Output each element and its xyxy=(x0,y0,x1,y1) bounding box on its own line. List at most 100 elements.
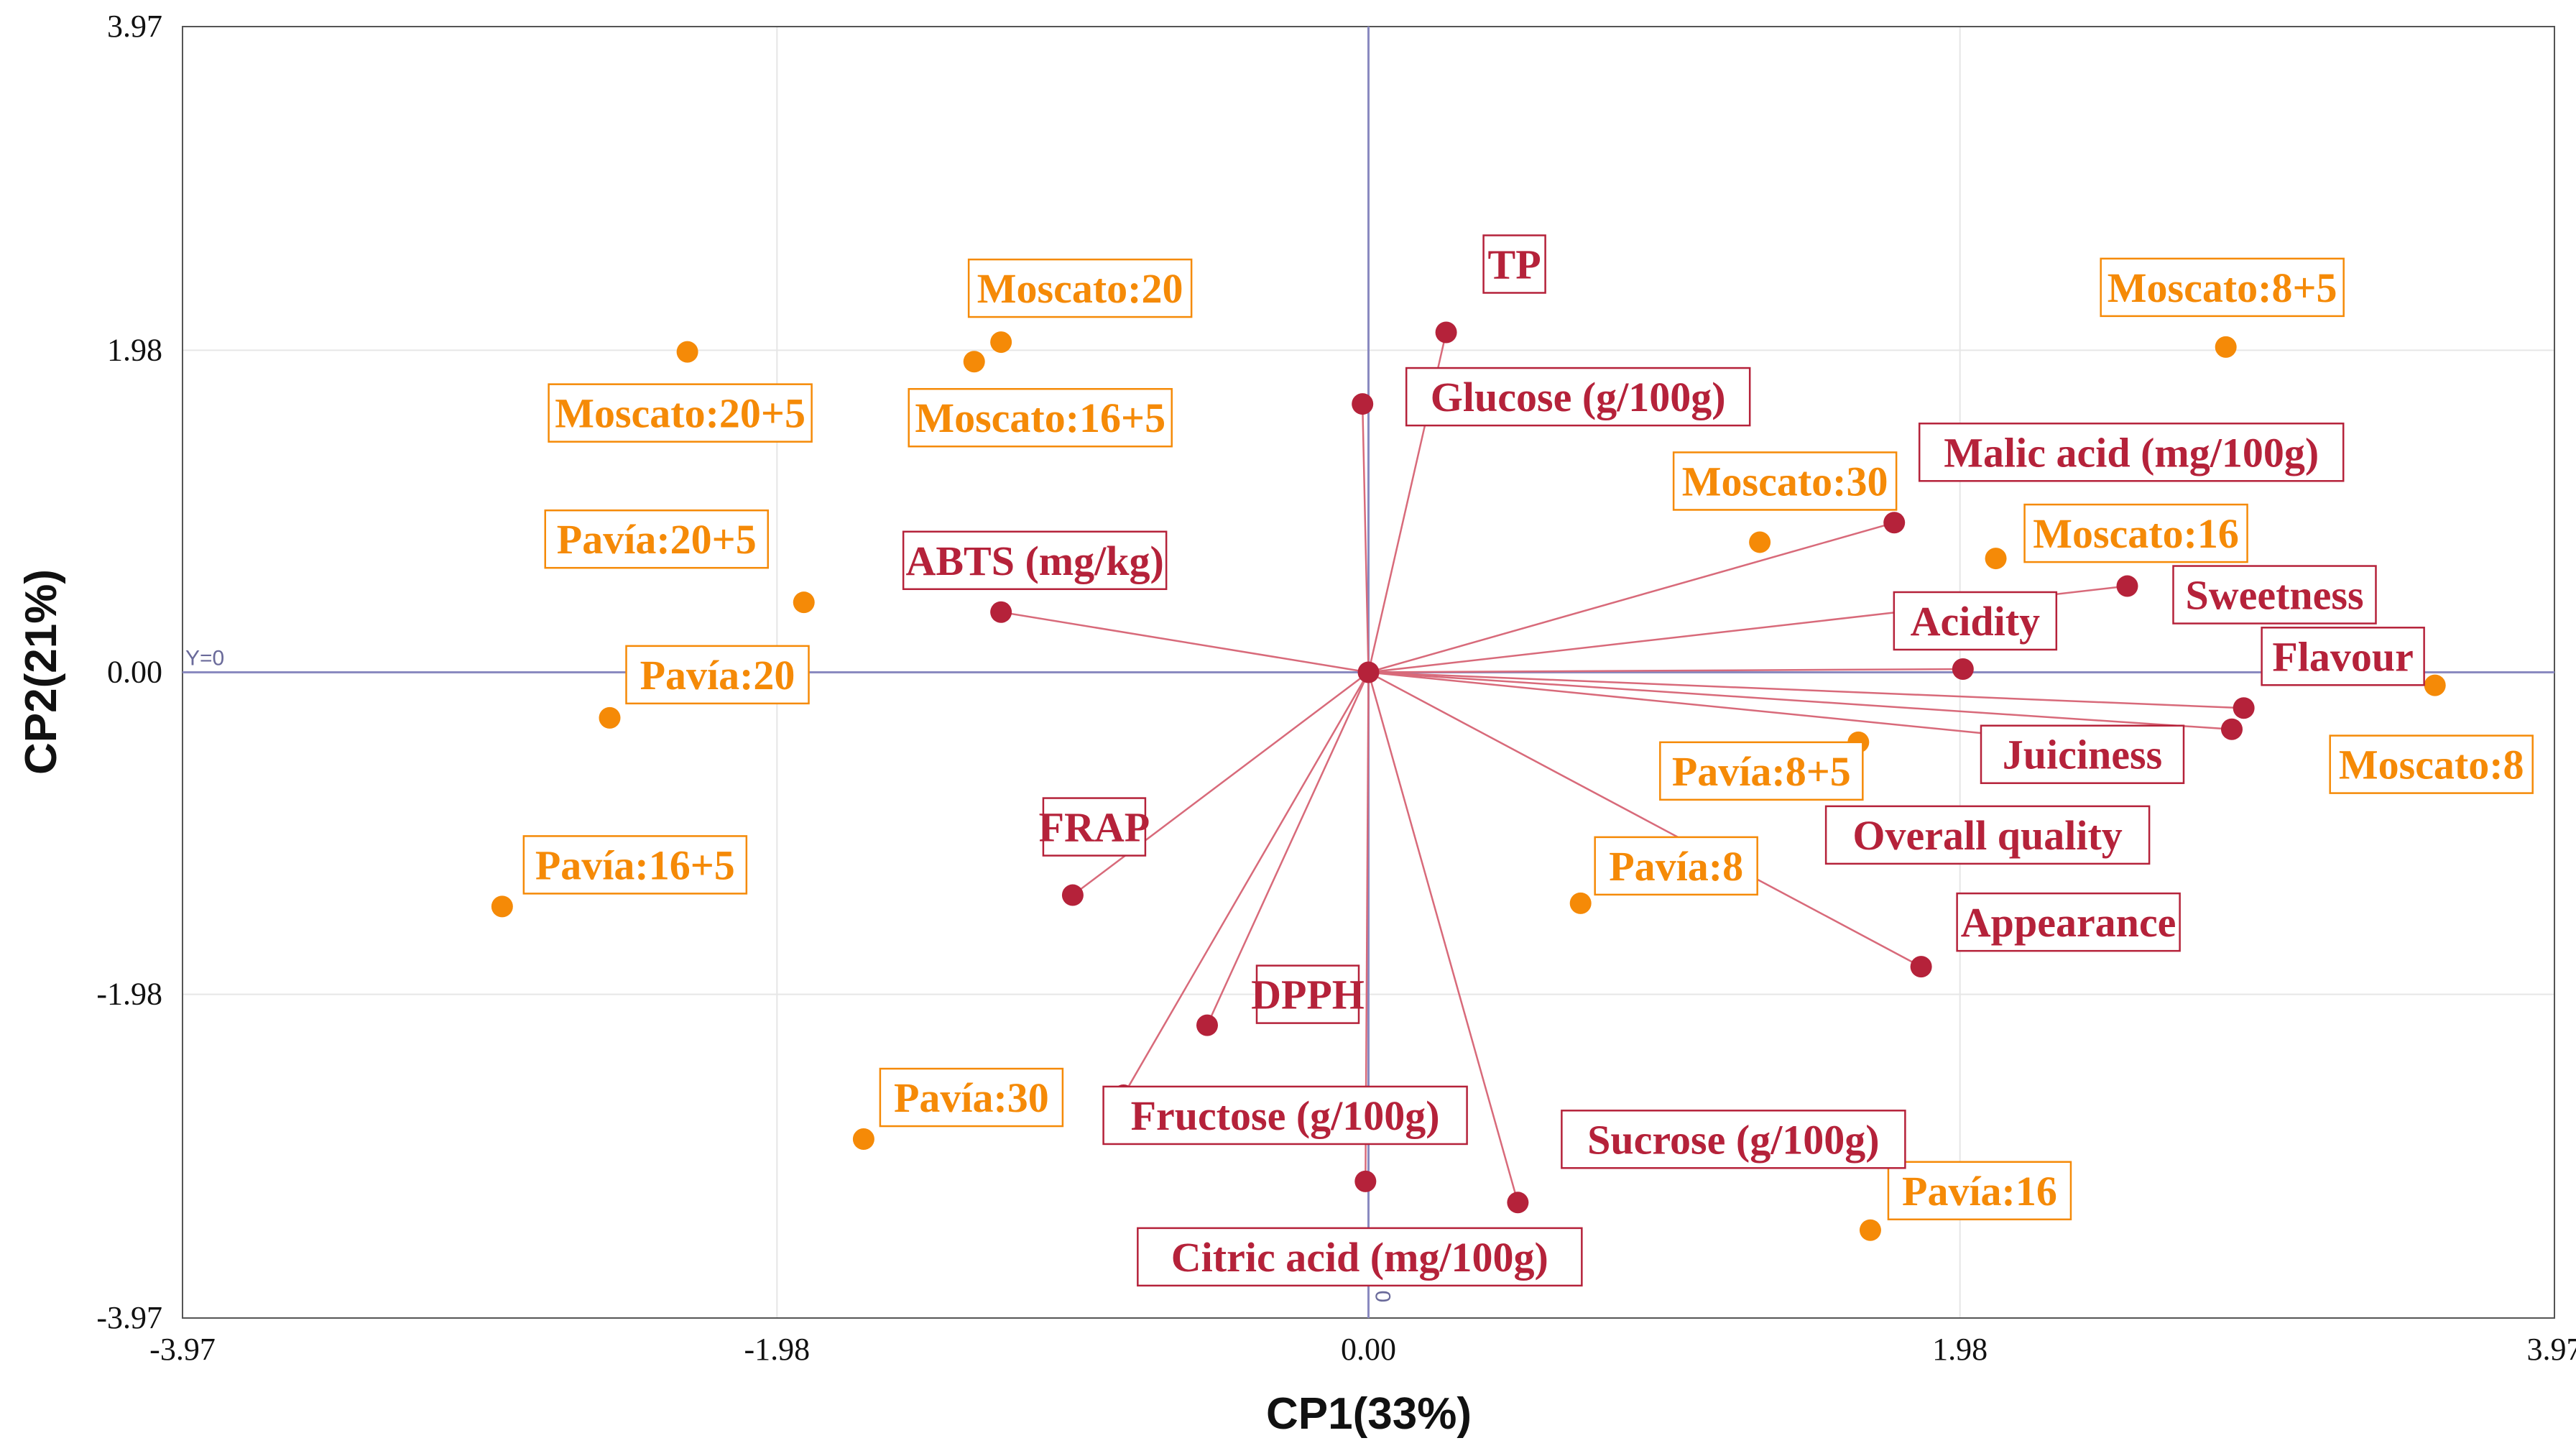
y-tick-label: 1.98 xyxy=(107,332,162,367)
y-tick-label: -3.97 xyxy=(96,1300,162,1335)
variable-label-box xyxy=(1102,1085,1468,1146)
variable-label-box xyxy=(1956,892,2181,952)
sample-point xyxy=(2424,674,2446,696)
sample-label-box xyxy=(522,835,748,895)
vector-line xyxy=(1368,671,2244,709)
variable-label-box xyxy=(1918,423,2345,482)
variable-label: FRAP xyxy=(1039,804,1150,851)
sample-label: Pavía:30 xyxy=(894,1074,1049,1121)
sample-label: Moscato:16 xyxy=(2033,510,2239,557)
variable-point xyxy=(2220,718,2243,740)
vector-line xyxy=(1206,671,1370,1026)
variable-point xyxy=(1883,512,1906,534)
sample-point xyxy=(676,341,698,363)
sample-label-box xyxy=(1887,1161,2072,1221)
origin-point xyxy=(1357,661,1380,683)
variable-label: Sucrose (g/100g) xyxy=(1587,1116,1880,1163)
x-tick-label: 0.00 xyxy=(1341,1332,1396,1367)
vector-line xyxy=(1368,668,1963,673)
sample-point xyxy=(1569,892,1592,914)
sample-label: Moscato:8 xyxy=(2339,742,2524,788)
variable-label-box xyxy=(1561,1110,1906,1169)
sample-label-box xyxy=(1659,741,1864,801)
variable-label: Glucose (g/100g) xyxy=(1431,374,1726,420)
variable-label: Juiciness xyxy=(2003,732,2162,778)
sample-label-box xyxy=(879,1067,1064,1128)
vector-line xyxy=(1122,671,1370,1096)
sample-label: Moscato:20 xyxy=(977,265,1183,312)
sample-point xyxy=(599,706,621,729)
y-tick-label: 3.97 xyxy=(107,9,162,44)
vector-line xyxy=(1367,671,1922,968)
y-tick-label: 0.00 xyxy=(107,655,162,690)
variable-label-box xyxy=(1042,797,1147,857)
sample-label: Pavía:16 xyxy=(1902,1168,2057,1215)
points xyxy=(491,321,2446,1241)
vector-line xyxy=(1361,404,1370,673)
variable-point xyxy=(1952,658,1974,680)
variable-label: Citric acid (mg/100g) xyxy=(1171,1234,1548,1281)
sample-point xyxy=(1985,548,2007,570)
ticks: -3.97 -1.98 0.00 1.98 3.97 3.97 1.98 0.00 -1.98 -… xyxy=(96,9,2576,1367)
vector-line xyxy=(1000,611,1369,673)
sample-label: Pavía:8+5 xyxy=(1672,748,1851,795)
sample-point xyxy=(990,331,1012,354)
variable-point xyxy=(1910,956,1932,978)
variable-label-box xyxy=(1405,367,1751,427)
variable-label: DPPH xyxy=(1251,972,1365,1018)
variable-point xyxy=(1352,393,1374,415)
variable-point xyxy=(1507,1192,1529,1214)
sample-label: Moscato:16+5 xyxy=(915,395,1165,441)
variable-label: TP xyxy=(1488,241,1541,287)
variable-label: Flavour xyxy=(2272,633,2414,680)
sample-label: Pavía:16+5 xyxy=(535,842,735,888)
variable-point xyxy=(1435,321,1457,344)
sample-point xyxy=(1749,531,1771,553)
x-tick-label: 3.97 xyxy=(2527,1332,2576,1367)
sample-label-box xyxy=(908,387,1173,448)
sample-point xyxy=(793,591,815,614)
sample-label-box xyxy=(625,645,810,705)
variable-label: Acidity xyxy=(1911,598,2040,645)
variable-label-box xyxy=(2261,627,2425,686)
variable-label-box xyxy=(1137,1227,1583,1287)
variable-label: ABTS (mg/kg) xyxy=(905,538,1163,584)
sample-label-box xyxy=(2023,503,2248,563)
sample-label-box xyxy=(548,383,813,443)
variable-label: Fructose (g/100g) xyxy=(1131,1092,1440,1139)
sample-label-box xyxy=(544,509,769,569)
vertical-zero-label: 0 xyxy=(1371,1291,1395,1303)
vector-line xyxy=(1072,671,1370,896)
y-tick-label: -1.98 xyxy=(96,977,162,1012)
variable-label-box xyxy=(2172,565,2377,625)
sample-label-box xyxy=(2329,734,2534,794)
sample-point xyxy=(2215,336,2237,358)
sample-point xyxy=(1859,1219,1881,1241)
sample-point xyxy=(963,351,985,373)
variable-point xyxy=(1354,1170,1377,1192)
variable-label: Malic acid (mg/100g) xyxy=(1944,429,2319,476)
sample-point xyxy=(491,895,513,918)
sample-label: Moscato:30 xyxy=(1682,458,1888,504)
variable-point xyxy=(2233,697,2255,719)
variable-label: Appearance xyxy=(1961,899,2176,946)
sample-label-box xyxy=(1672,451,1898,511)
sample-label: Moscato:20+5 xyxy=(555,390,805,437)
variable-point xyxy=(2116,575,2138,597)
variable-point xyxy=(990,601,1012,623)
sample-label: Pavía:8 xyxy=(1609,843,1743,890)
variable-label-box xyxy=(902,530,1168,591)
variable-label-box xyxy=(1255,964,1360,1024)
x-tick-label: -1.98 xyxy=(744,1332,811,1367)
variable-label-box xyxy=(1482,234,1546,294)
vector-line xyxy=(1368,522,1895,673)
variable-label-box xyxy=(1824,805,2151,865)
labels: Moscato:20 Moscato:16+5 Moscato:20+5 Pavía:… xyxy=(522,234,2534,1287)
sample-label: Moscato:8+5 xyxy=(2108,264,2337,311)
x-tick-label: 1.98 xyxy=(1932,1332,1988,1367)
sample-label-box xyxy=(2100,257,2345,318)
x-tick-label: -3.97 xyxy=(149,1332,216,1367)
variable-point xyxy=(1196,1014,1218,1036)
variable-label: Overall quality xyxy=(1852,812,2122,859)
